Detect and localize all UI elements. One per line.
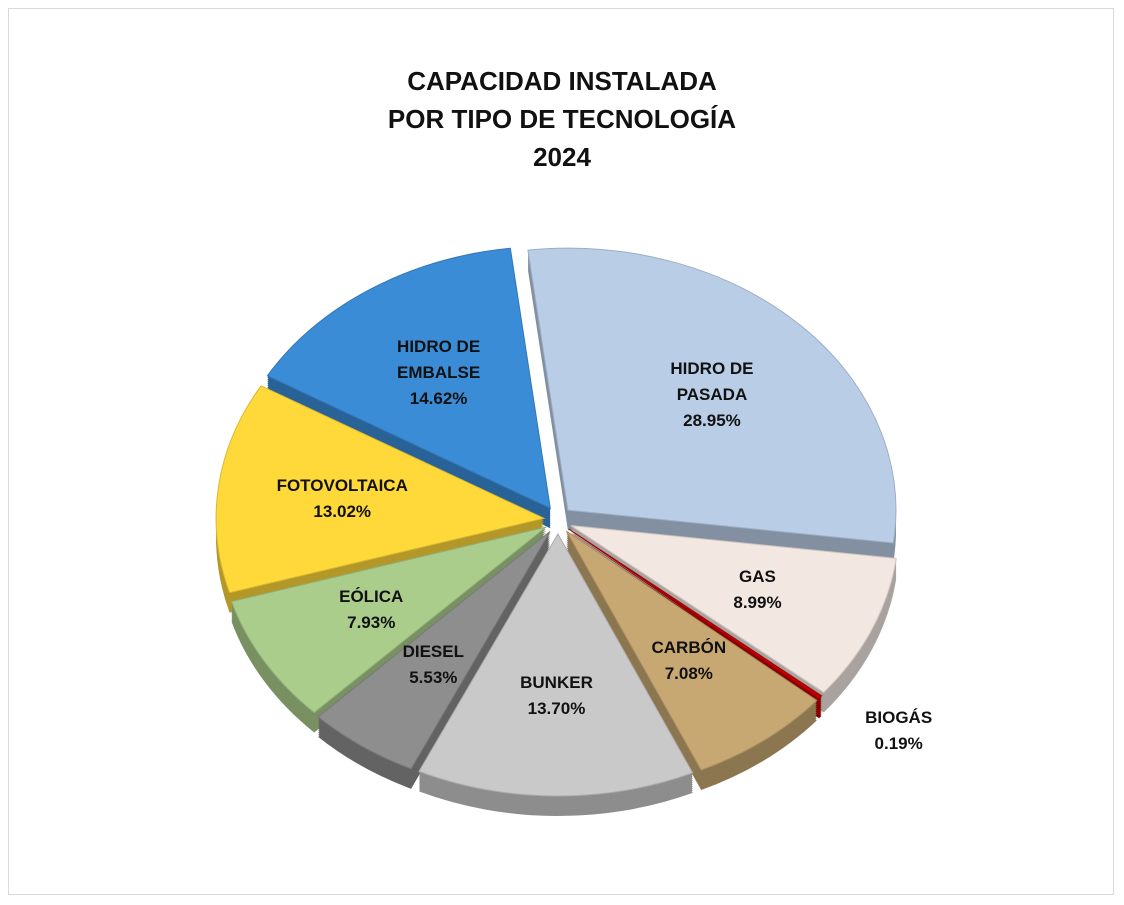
slice-label: HIDRO DE EMBALSE [397, 336, 481, 382]
slice [565, 530, 818, 771]
value-label: 5.53% [409, 667, 458, 687]
value-label: 28.95% [683, 411, 741, 431]
data-label: GAS 8.99% [733, 564, 781, 616]
slice-label: EÓLICA [339, 587, 404, 607]
slice [418, 532, 694, 797]
slice [568, 528, 823, 699]
value-label: 8.99% [733, 593, 782, 613]
value-label: 7.08% [664, 663, 713, 683]
data-label: CARBÓN 7.08% [652, 635, 727, 687]
data-label: BUNKER 13.70% [520, 670, 593, 722]
value-label: 14.62% [409, 388, 468, 408]
data-label: DIESEL 5.53% [403, 639, 464, 691]
slice-side [568, 530, 822, 701]
slice [230, 526, 547, 714]
data-label: FOTOVOLTAICA 13.02% [277, 473, 408, 525]
value-label: 13.02% [313, 501, 372, 521]
slice [215, 385, 546, 594]
slice-label: BUNKER [520, 673, 593, 693]
data-label: HIDRO DE EMBALSE 14.62% [397, 334, 480, 412]
value-label: 13.70% [527, 699, 586, 719]
value-label: 7.93% [347, 613, 396, 633]
slice-label: DIESEL [402, 641, 464, 661]
data-label: EÓLICA 7.93% [339, 584, 403, 636]
slice-label: CARBÓN [651, 637, 727, 657]
data-label: BIOGÁS 0.19% [865, 705, 932, 757]
data-label: HIDRO DE PASADA 28.95% [670, 356, 753, 434]
slice-label: BIOGÁS [865, 707, 933, 727]
chart-frame [8, 8, 1114, 895]
slice-label: GAS [739, 567, 776, 587]
chart-title: CAPACIDAD INSTALADA POR TIPO DE TECNOLOG… [387, 66, 737, 172]
slice-label: HIDRO DE PASADA [670, 359, 754, 405]
slice-label: FOTOVOLTAICA [276, 475, 408, 495]
value-label: 0.19% [874, 733, 923, 753]
slice [266, 247, 551, 510]
slice [527, 247, 897, 544]
slice [317, 531, 551, 770]
slice [570, 525, 897, 694]
